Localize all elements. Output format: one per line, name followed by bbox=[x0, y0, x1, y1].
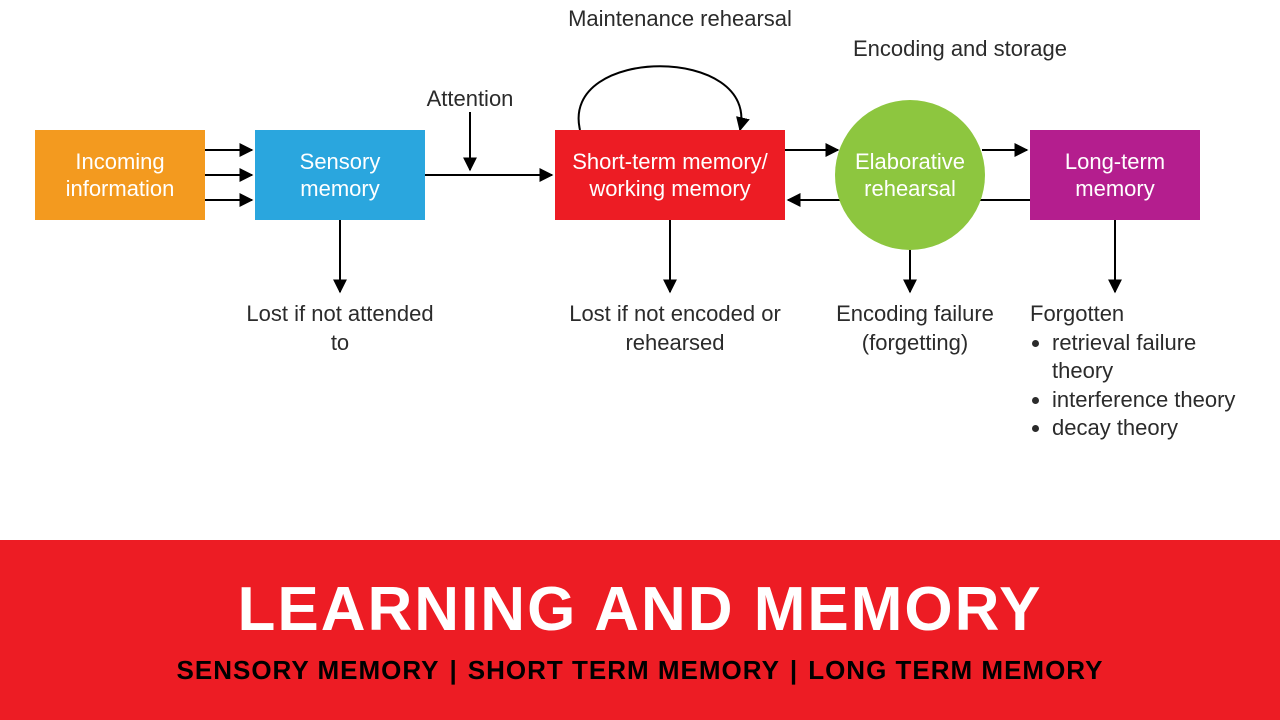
memory-flowchart: Incoming information Sensory memory Shor… bbox=[0, 0, 1280, 540]
label-encoding-storage: Encoding and storage bbox=[830, 35, 1090, 64]
subtitle-item: LONG TERM MEMORY bbox=[808, 655, 1103, 685]
banner-title: LEARNING AND MEMORY bbox=[238, 574, 1043, 645]
arrows-layer bbox=[0, 0, 1280, 540]
label-maintenance-rehearsal: Maintenance rehearsal bbox=[530, 5, 830, 34]
subtitle-separator: | bbox=[790, 655, 798, 685]
forgotten-bullet: interference theory bbox=[1052, 386, 1260, 415]
subtitle-separator: | bbox=[450, 655, 458, 685]
label-forgotten: Forgotten retrieval failure theoryinterf… bbox=[1030, 300, 1260, 443]
label-lost-sensory: Lost if not attended to bbox=[240, 300, 440, 357]
forgotten-heading: Forgotten bbox=[1030, 300, 1260, 329]
banner-subtitle: SENSORY MEMORY | SHORT TERM MEMORY | LONG TE… bbox=[177, 655, 1104, 686]
label-attention: Attention bbox=[405, 85, 535, 114]
forgotten-bullet: retrieval failure theory bbox=[1052, 329, 1260, 386]
node-elaborative-rehearsal: Elaborative rehearsal bbox=[835, 100, 985, 250]
node-short-term-memory: Short-term memory/ working memory bbox=[555, 130, 785, 220]
title-banner: LEARNING AND MEMORY SENSORY MEMORY | SHORT… bbox=[0, 540, 1280, 720]
node-sensory-memory: Sensory memory bbox=[255, 130, 425, 220]
forgotten-bullet: decay theory bbox=[1052, 414, 1260, 443]
forgotten-bullets: retrieval failure theoryinterference the… bbox=[1052, 329, 1260, 443]
node-long-term-memory: Long-term memory bbox=[1030, 130, 1200, 220]
label-lost-stm: Lost if not encoded or rehearsed bbox=[560, 300, 790, 357]
node-incoming-information: Incoming information bbox=[35, 130, 205, 220]
subtitle-item: SHORT TERM MEMORY bbox=[468, 655, 780, 685]
subtitle-item: SENSORY MEMORY bbox=[177, 655, 440, 685]
label-encoding-failure: Encoding failure (forgetting) bbox=[800, 300, 1030, 357]
edge-maint-loop bbox=[579, 66, 742, 130]
canvas: Incoming information Sensory memory Shor… bbox=[0, 0, 1280, 720]
